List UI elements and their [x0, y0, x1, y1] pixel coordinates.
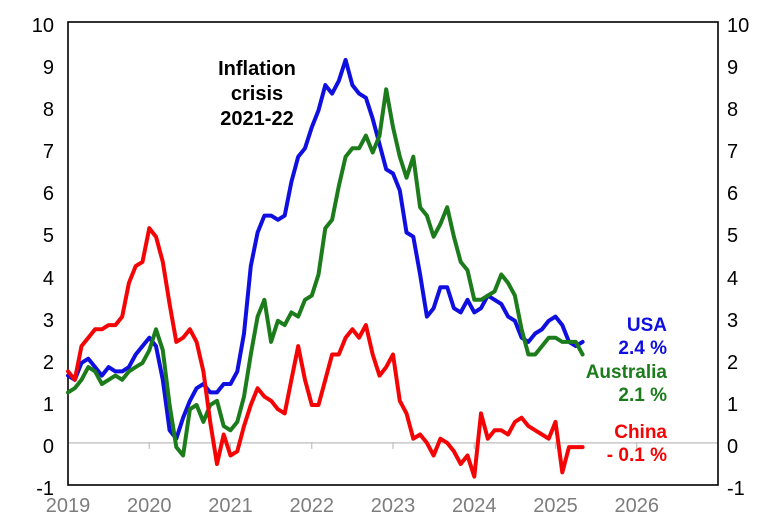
- series-label-australia-value: 2.1 %: [618, 385, 667, 406]
- annotation-line-2: crisis: [230, 83, 284, 105]
- series-label-china: China - 0.1 %: [607, 421, 667, 467]
- y-axis-tick-label-right: 2: [727, 351, 739, 374]
- y-axis-tick-label-right: 3: [727, 309, 739, 332]
- china-line: [66, 226, 585, 479]
- series-label-australia: Australia 2.1 %: [586, 361, 667, 407]
- x-axis-tick-label: 2020: [127, 495, 172, 517]
- y-axis-tick-label-left: 9: [42, 57, 54, 80]
- y-axis-tick-label-left: 5: [42, 225, 54, 248]
- usa-line: [66, 57, 585, 441]
- series-label-china-value: - 0.1 %: [606, 445, 667, 466]
- y-axis-tick-label-left: 0: [42, 435, 54, 458]
- y-axis-tick-label-right: 6: [727, 183, 739, 206]
- x-axis-tick-label: 2024: [452, 495, 497, 517]
- y-axis-tick-label-left: 6: [42, 183, 54, 206]
- y-axis-tick-label-right: 0: [727, 435, 739, 458]
- annotation-line-1: Inflation: [218, 58, 296, 80]
- y-axis-tick-label-right: 9: [727, 57, 739, 80]
- y-axis-tick-label-right: 8: [727, 99, 739, 122]
- series-label-usa: USA 2.4 %: [618, 314, 667, 360]
- x-axis-tick-label: 2021: [208, 495, 253, 517]
- series-label-usa-name: USA: [626, 315, 667, 336]
- x-axis-tick-label: 2023: [370, 495, 416, 517]
- plot-border: [67, 21, 719, 486]
- y-axis-tick-label-right: 1: [727, 393, 739, 416]
- y-axis-tick-label-right: -1: [727, 478, 745, 500]
- y-axis-tick-label-right: 4: [727, 267, 739, 290]
- x-axis-tick-label: 2022: [289, 495, 335, 517]
- annotation-inflation-crisis: Inflation crisis 2021-22: [218, 57, 296, 132]
- x-axis-tick-label: 2026: [614, 495, 660, 517]
- y-axis-tick-label-right: 5: [727, 225, 739, 248]
- series-label-usa-value: 2.4 %: [618, 338, 667, 359]
- annotation-line-3: 2021-22: [220, 108, 294, 130]
- y-axis-tick-label-left: 1: [42, 393, 54, 416]
- y-axis-tick-label-left: 7: [42, 141, 54, 164]
- y-axis-tick-label-left: 3: [42, 309, 54, 332]
- y-axis-tick-label-right: 7: [727, 141, 739, 164]
- x-axis-tick-label: 2025: [533, 495, 578, 517]
- y-axis-tick-label-left: 10: [31, 15, 54, 37]
- y-axis-tick-label-left: 4: [42, 267, 54, 290]
- y-axis-tick-label-left: -1: [36, 478, 54, 500]
- series-label-australia-name: Australia: [585, 362, 667, 383]
- y-axis-tick-label-left: 8: [42, 99, 54, 122]
- y-axis-tick-label-left: 2: [42, 351, 54, 374]
- y-axis-tick-label-right: 10: [727, 15, 750, 37]
- series-label-china-name: China: [614, 422, 667, 443]
- x-axis-tick-label: 2019: [45, 495, 91, 517]
- australia-line: [66, 87, 585, 458]
